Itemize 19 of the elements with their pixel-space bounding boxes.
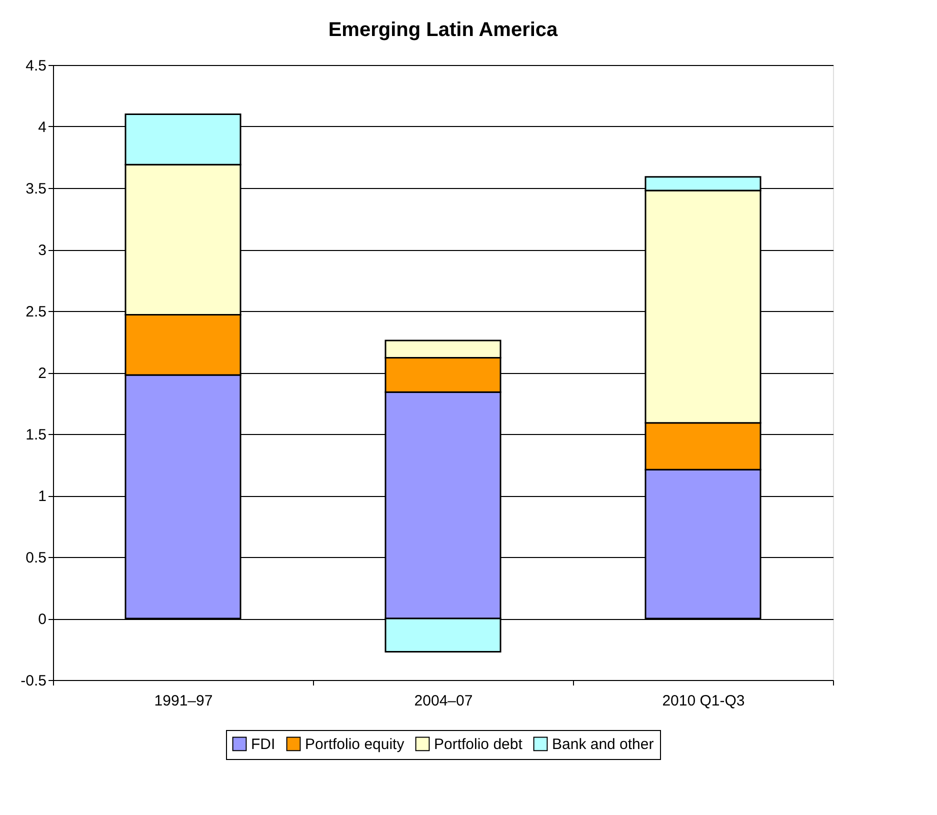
y-tick-label: 3.5 xyxy=(26,180,46,198)
y-tick-label: -0.5 xyxy=(20,672,46,690)
chart-title: Emerging Latin America xyxy=(328,19,559,41)
legend-label: Bank and other xyxy=(552,736,654,753)
y-tick-label: 4 xyxy=(38,119,46,136)
legend-label: FDI xyxy=(251,736,276,753)
y-tick-label: 3 xyxy=(38,242,46,259)
y-tick-label: 2 xyxy=(38,365,46,382)
y-tick-label: 0 xyxy=(38,611,46,628)
x-tick-label: 1991–97 xyxy=(154,692,213,710)
y-tick-label: 1.5 xyxy=(26,426,46,444)
y-tick-label: 4.5 xyxy=(26,58,46,74)
x-tick-label: 2004–07 xyxy=(414,692,473,710)
x-tick-label: 2010 Q1-Q3 xyxy=(662,692,745,710)
y-tick-label: 1 xyxy=(38,488,46,505)
y-tick-label: 0.5 xyxy=(26,550,46,566)
legend-label: Portfolio equity xyxy=(305,736,405,753)
y-tick-label: 2.5 xyxy=(26,304,46,320)
legend-label: Portfolio debt xyxy=(434,736,524,753)
